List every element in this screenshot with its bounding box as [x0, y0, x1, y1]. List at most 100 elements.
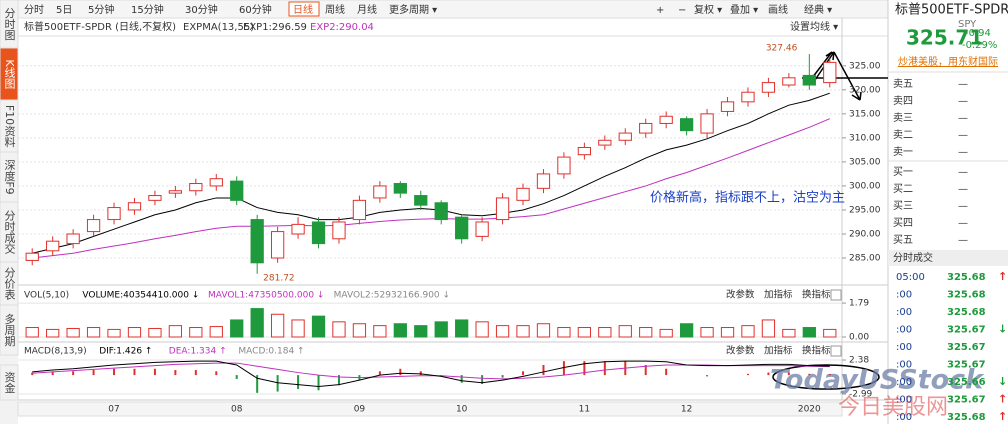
candle-body: [25, 252, 39, 261]
quote-change: -0.94: [965, 28, 991, 39]
candle-body: [434, 202, 448, 221]
bid-label: 买二: [893, 183, 913, 195]
tool-button[interactable]: 叠加 ▾: [730, 4, 758, 16]
volume-bar: [209, 326, 223, 338]
tool-button[interactable]: 复权 ▾: [694, 3, 722, 16]
y-tick-label: 290.00: [849, 229, 881, 239]
bid-value: —: [958, 201, 968, 212]
trade-price: 325.67: [947, 342, 986, 353]
quote-price: 325.71: [906, 26, 983, 50]
side-tab[interactable]: [0, 364, 19, 401]
volume-bar: [352, 323, 367, 338]
x-tick-label: 07: [108, 405, 119, 415]
trade-time: :00: [896, 325, 912, 336]
period-tab-label[interactable]: 5分钟: [88, 3, 114, 16]
volume-bar: [475, 321, 489, 338]
volume-bar: [311, 315, 326, 338]
volume-bar: [536, 323, 551, 338]
period-tab-label[interactable]: 分时: [24, 4, 44, 16]
side-tab-label[interactable]: F10资料: [3, 105, 16, 148]
y-tick-label: 300.00: [849, 181, 881, 191]
volume-bar: [25, 327, 39, 338]
trades-header: [888, 250, 1008, 266]
side-tab-label[interactable]: 多周期: [3, 312, 16, 347]
tool-button[interactable]: 画线: [768, 3, 788, 16]
indicator-button[interactable]: 改参数: [726, 289, 755, 301]
candle-body: [639, 122, 653, 134]
indicator-header: MACD(8,13,9): [24, 347, 87, 357]
side-tab-label[interactable]: 分价表: [3, 267, 16, 301]
period-tab-label[interactable]: 60分钟: [239, 3, 272, 16]
promo-link[interactable]: 炒港美股，用东财国际: [898, 55, 998, 68]
period-tab-label[interactable]: 日线: [293, 3, 313, 16]
candle-body: [536, 173, 551, 189]
ask-label: 卖五: [893, 78, 913, 90]
side-tab[interactable]: [0, 304, 19, 356]
indicator-header: DIF:1.426 ↑: [99, 347, 152, 357]
candle-body: [516, 187, 530, 201]
candle-body: [311, 221, 326, 245]
volume-bar: [577, 327, 592, 338]
chart-header-name: 标普500ETF-SPDR (日线,不复权): [24, 20, 176, 33]
indicator-button[interactable]: 换指标: [802, 345, 831, 357]
candle-body: [414, 195, 428, 206]
close-button[interactable]: [830, 289, 842, 301]
indicator-button[interactable]: 加指标: [764, 289, 793, 301]
candle-body: [352, 199, 367, 221]
trade-arrow: ↑: [998, 270, 1007, 283]
ask-value: —: [958, 79, 968, 90]
period-tab-label[interactable]: 15分钟: [131, 3, 164, 16]
tool-button[interactable]: 经典 ▾: [804, 3, 832, 16]
quote-name: 标普500ETF-SPDR: [895, 3, 1008, 18]
candle-body: [148, 195, 162, 201]
trade-time: :00: [896, 360, 912, 371]
tool-button[interactable]: −: [678, 5, 686, 16]
trade-price: 325.67: [947, 360, 986, 371]
volume-bar: [557, 327, 571, 338]
side-tab-label[interactable]: 资金: [3, 371, 16, 393]
candle-body: [475, 221, 489, 237]
indicator-button[interactable]: 换指标: [802, 289, 831, 301]
volume-bar: [659, 328, 673, 338]
trade-arrow: ↓: [998, 323, 1007, 336]
side-tab-label[interactable]: 分时图: [3, 7, 16, 41]
tool-button[interactable]: +: [656, 5, 664, 16]
candle-body: [66, 233, 80, 245]
candle-body: [230, 180, 244, 201]
period-tab-label[interactable]: 月线: [357, 3, 377, 16]
volume-bar: [455, 319, 469, 338]
trade-time: :00: [896, 307, 912, 318]
period-tab[interactable]: [288, 1, 320, 17]
ask-value: —: [958, 113, 968, 124]
volume-bar: [782, 328, 796, 338]
volume-bar: [148, 327, 162, 338]
indicator-button[interactable]: 加指标: [764, 345, 793, 357]
volume-bar: [618, 325, 632, 338]
side-tab-label[interactable]: K线图: [3, 59, 16, 89]
candle-body: [373, 185, 387, 199]
period-tab-label[interactable]: 周线: [325, 3, 345, 16]
period-tab-label[interactable]: 30分钟: [185, 3, 218, 16]
ema55-line: [32, 118, 830, 259]
side-tab-label[interactable]: 深度F9: [3, 159, 16, 195]
volume-bar: [270, 313, 285, 338]
annotation: 价格新高，指标跟不上，沽空为主: [650, 190, 845, 206]
ma-setting[interactable]: 设置均线 ▾: [790, 20, 838, 33]
indicator-header: MACD:0.184 ↑: [238, 347, 304, 357]
side-tab-label[interactable]: 分时成交: [3, 210, 16, 255]
volume-bar: [66, 327, 80, 338]
close-button[interactable]: [830, 345, 842, 357]
period-tab-label[interactable]: 5日: [56, 5, 72, 16]
watermark: 今日美股网: [838, 395, 948, 420]
y-tick-label: 310.00: [849, 133, 881, 143]
indicator-button[interactable]: 改参数: [726, 345, 755, 357]
period-tab-label[interactable]: 更多周期 ▾: [389, 3, 437, 16]
indicator-header: VOLUME:40354410.000 ↓: [82, 291, 199, 301]
volume-bar: [86, 327, 101, 338]
scroll-bar[interactable]: [17, 401, 843, 417]
candle-body: [802, 74, 816, 86]
trade-time: :00: [896, 412, 912, 423]
volume-bar: [393, 323, 407, 338]
volume-bar: [168, 325, 183, 338]
bid-label: 买三: [893, 200, 913, 212]
